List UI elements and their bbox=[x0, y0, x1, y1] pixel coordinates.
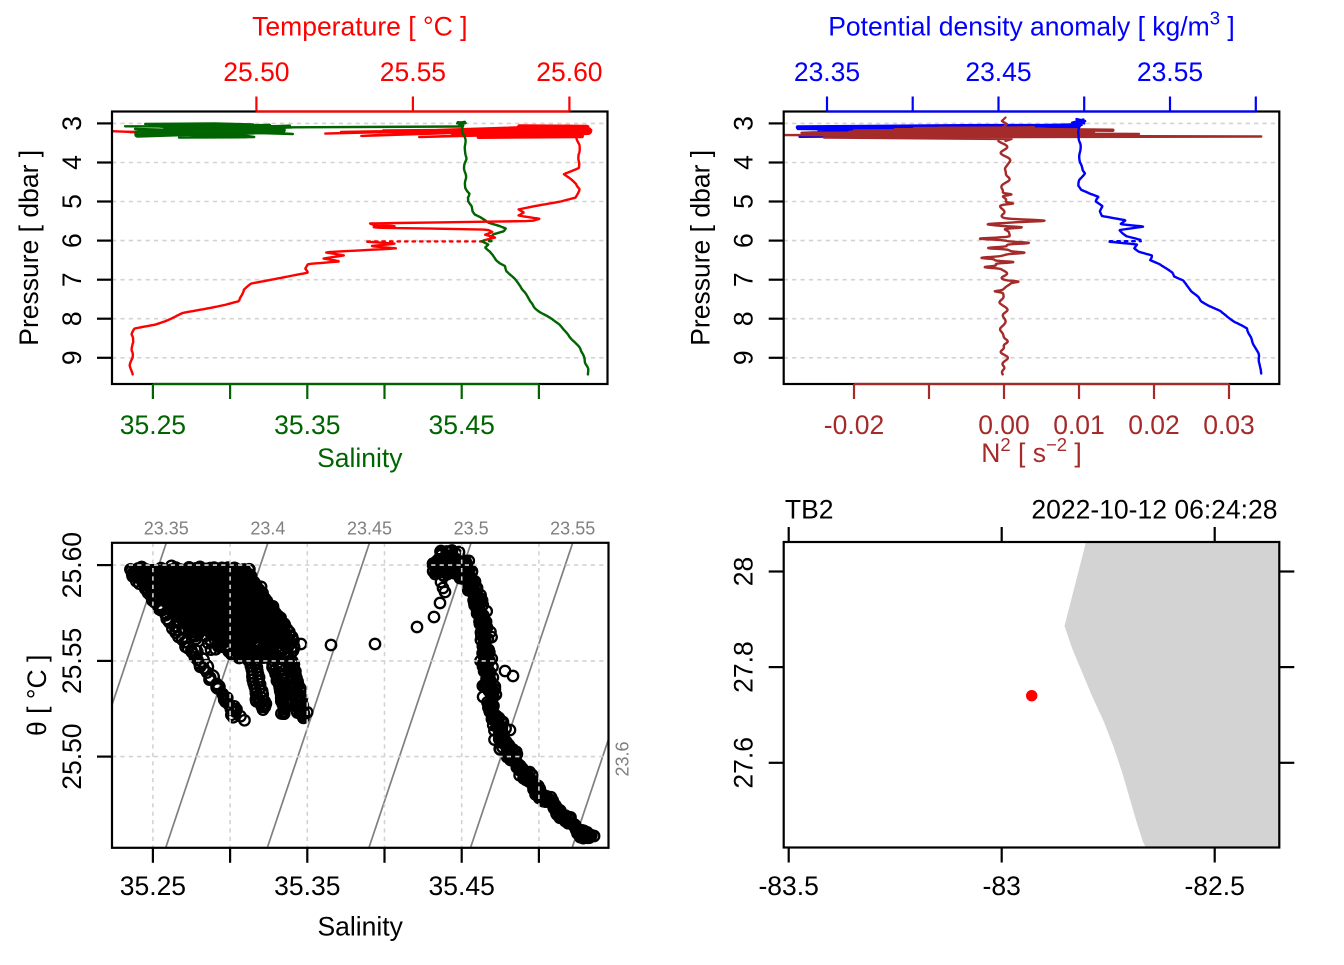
svg-text:6: 6 bbox=[57, 233, 87, 248]
svg-text:3: 3 bbox=[57, 116, 87, 131]
svg-text:-83: -83 bbox=[983, 871, 1021, 901]
svg-text:35.25: 35.25 bbox=[120, 410, 186, 440]
svg-text:-0.02: -0.02 bbox=[824, 410, 884, 440]
svg-text:Salinity: Salinity bbox=[317, 912, 403, 942]
svg-text:27.8: 27.8 bbox=[729, 641, 759, 693]
svg-text:3: 3 bbox=[729, 116, 759, 131]
svg-text:4: 4 bbox=[729, 155, 759, 170]
svg-text:35.35: 35.35 bbox=[274, 410, 340, 440]
svg-text:9: 9 bbox=[57, 350, 87, 365]
svg-text:Salinity: Salinity bbox=[317, 443, 403, 473]
svg-text:25.60: 25.60 bbox=[57, 532, 87, 598]
svg-text:0.01: 0.01 bbox=[1053, 410, 1105, 440]
svg-text:35.45: 35.45 bbox=[429, 410, 495, 440]
svg-text:23.6: 23.6 bbox=[613, 741, 633, 776]
svg-text:2022-10-12 06:24:28: 2022-10-12 06:24:28 bbox=[1031, 495, 1277, 525]
svg-text:23.35: 23.35 bbox=[794, 57, 860, 87]
svg-text:23.45: 23.45 bbox=[347, 519, 392, 539]
svg-text:25.50: 25.50 bbox=[223, 57, 289, 87]
svg-text:23.35: 23.35 bbox=[144, 519, 189, 539]
svg-text:0.00: 0.00 bbox=[978, 410, 1030, 440]
svg-text:7: 7 bbox=[57, 272, 87, 287]
svg-text:28: 28 bbox=[729, 557, 759, 586]
svg-text:23.4: 23.4 bbox=[250, 519, 285, 539]
svg-text:35.35: 35.35 bbox=[274, 871, 340, 901]
svg-text:7: 7 bbox=[729, 272, 759, 287]
svg-text:25.50: 25.50 bbox=[57, 723, 87, 789]
svg-text:Temperature [ °C ]: Temperature [ °C ] bbox=[252, 12, 467, 42]
svg-text:23.45: 23.45 bbox=[965, 57, 1031, 87]
svg-text:25.55: 25.55 bbox=[57, 628, 87, 694]
svg-text:25.60: 25.60 bbox=[536, 57, 602, 87]
svg-text:23.55: 23.55 bbox=[550, 519, 595, 539]
svg-text:25.55: 25.55 bbox=[380, 57, 446, 87]
svg-text:23.55: 23.55 bbox=[1137, 57, 1203, 87]
svg-text:8: 8 bbox=[729, 311, 759, 326]
svg-text:9: 9 bbox=[729, 350, 759, 365]
svg-text:35.25: 35.25 bbox=[120, 871, 186, 901]
svg-text:TB2: TB2 bbox=[785, 495, 834, 525]
svg-text:5: 5 bbox=[729, 194, 759, 209]
svg-text:Potential density anomaly [ kg: Potential density anomaly [ kg/m3 ] bbox=[828, 7, 1235, 42]
svg-text:4: 4 bbox=[57, 155, 87, 170]
svg-text:-82.5: -82.5 bbox=[1184, 871, 1244, 901]
svg-text:5: 5 bbox=[57, 194, 87, 209]
svg-text:θ [ °C ]: θ [ °C ] bbox=[22, 655, 52, 736]
svg-text:27.6: 27.6 bbox=[729, 737, 759, 789]
svg-text:N2 [ s−2 ]: N2 [ s−2 ] bbox=[981, 434, 1082, 469]
svg-text:23.5: 23.5 bbox=[454, 519, 489, 539]
svg-text:Pressure [ dbar ]: Pressure [ dbar ] bbox=[14, 150, 44, 346]
svg-text:35.45: 35.45 bbox=[429, 871, 495, 901]
svg-text:6: 6 bbox=[729, 233, 759, 248]
svg-text:0.03: 0.03 bbox=[1203, 410, 1255, 440]
svg-text:8: 8 bbox=[57, 311, 87, 326]
svg-text:-83.5: -83.5 bbox=[758, 871, 818, 901]
svg-text:0.02: 0.02 bbox=[1128, 410, 1180, 440]
svg-text:Pressure [ dbar ]: Pressure [ dbar ] bbox=[686, 150, 716, 346]
